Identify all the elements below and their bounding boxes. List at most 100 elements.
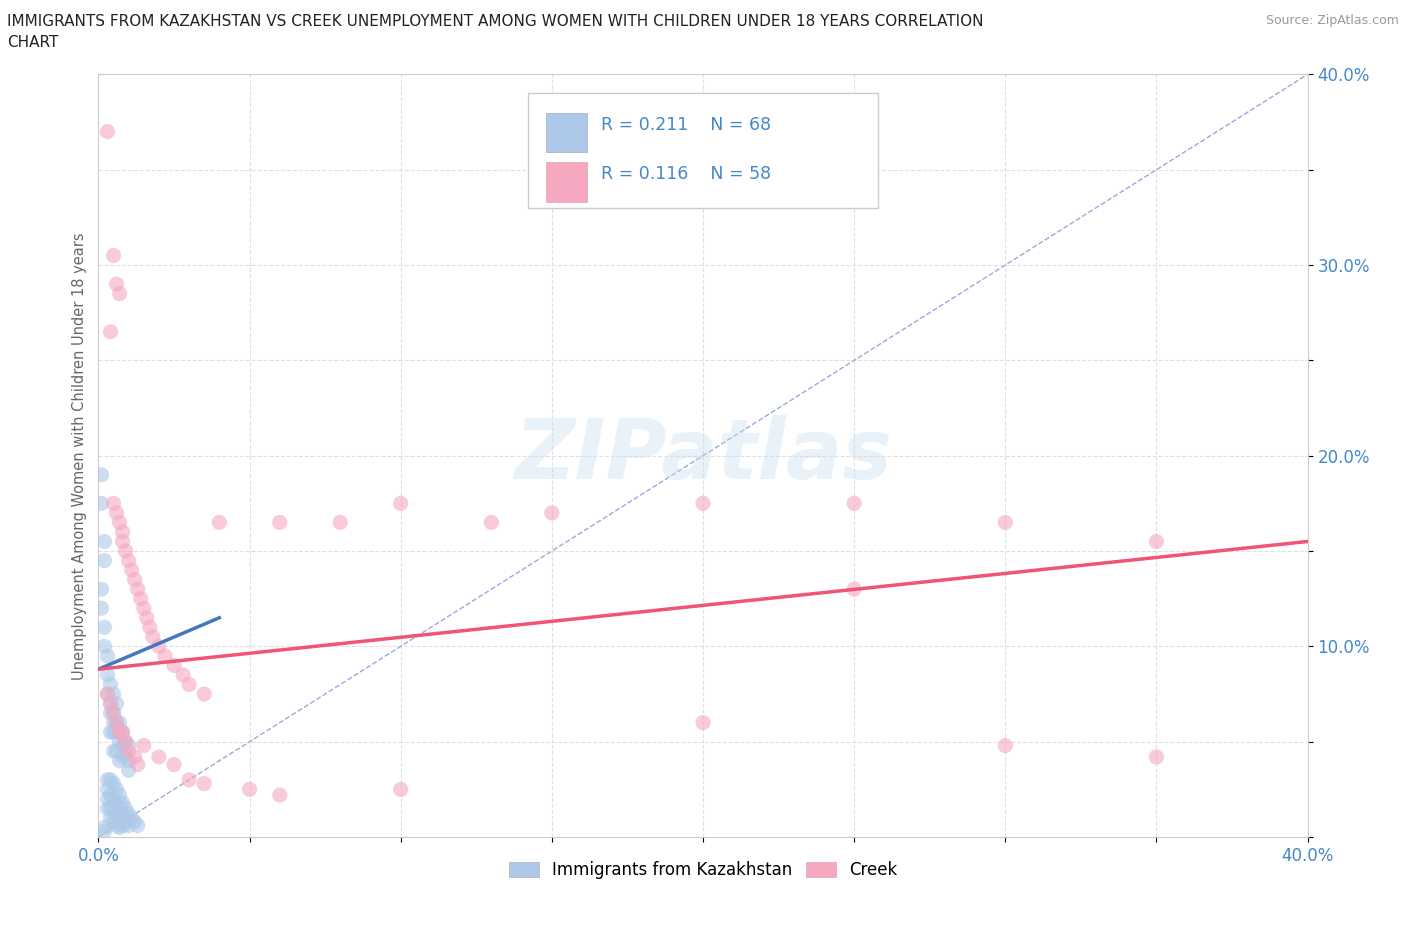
Point bbox=[105, 806, 128, 821]
Point bbox=[208, 515, 231, 530]
Point bbox=[103, 724, 125, 739]
Point bbox=[114, 735, 136, 750]
Point bbox=[93, 824, 115, 839]
Point bbox=[111, 818, 134, 833]
Point bbox=[105, 744, 128, 759]
Point bbox=[132, 738, 155, 753]
FancyBboxPatch shape bbox=[546, 162, 586, 202]
Point bbox=[269, 788, 291, 803]
Point bbox=[389, 782, 412, 797]
Point bbox=[111, 525, 134, 539]
Point bbox=[114, 815, 136, 830]
Point bbox=[118, 738, 141, 753]
Point bbox=[90, 582, 112, 597]
Point bbox=[124, 750, 146, 764]
Point bbox=[118, 806, 141, 821]
Point bbox=[103, 744, 125, 759]
Point bbox=[114, 748, 136, 763]
Point bbox=[111, 724, 134, 739]
Point bbox=[124, 572, 146, 587]
Point bbox=[481, 515, 503, 530]
Point bbox=[105, 715, 128, 730]
Point bbox=[100, 677, 122, 692]
Point bbox=[118, 763, 141, 777]
Point bbox=[96, 648, 118, 663]
Point bbox=[135, 610, 157, 625]
FancyBboxPatch shape bbox=[546, 113, 586, 153]
Point bbox=[193, 777, 215, 791]
Point bbox=[108, 788, 131, 803]
Point bbox=[93, 639, 115, 654]
Point bbox=[93, 820, 115, 835]
Point bbox=[93, 620, 115, 635]
Point bbox=[121, 563, 143, 578]
Point bbox=[1144, 534, 1167, 549]
Point bbox=[100, 724, 122, 739]
Point bbox=[127, 757, 149, 772]
Point bbox=[692, 715, 714, 730]
Point bbox=[108, 801, 131, 816]
Point bbox=[108, 811, 131, 826]
Point bbox=[96, 782, 118, 797]
Point bbox=[96, 668, 118, 683]
Text: R = 0.211    N = 68: R = 0.211 N = 68 bbox=[602, 115, 772, 134]
Point bbox=[105, 277, 128, 292]
Point bbox=[103, 791, 125, 806]
Point bbox=[139, 620, 162, 635]
Point bbox=[127, 818, 149, 833]
Point bbox=[93, 534, 115, 549]
Text: Source: ZipAtlas.com: Source: ZipAtlas.com bbox=[1265, 14, 1399, 27]
Point bbox=[90, 601, 112, 616]
Text: R = 0.116    N = 58: R = 0.116 N = 58 bbox=[602, 166, 772, 183]
Point bbox=[163, 658, 186, 673]
Point bbox=[111, 806, 134, 821]
Point bbox=[108, 820, 131, 835]
Point bbox=[108, 753, 131, 768]
Point bbox=[127, 582, 149, 597]
Point bbox=[389, 496, 412, 511]
Point bbox=[118, 818, 141, 833]
Point bbox=[692, 496, 714, 511]
Point bbox=[96, 686, 118, 701]
Point bbox=[132, 601, 155, 616]
Point bbox=[96, 791, 118, 806]
Point bbox=[90, 467, 112, 482]
Point bbox=[239, 782, 262, 797]
Point bbox=[142, 630, 165, 644]
Point bbox=[105, 715, 128, 730]
Point bbox=[105, 724, 128, 739]
Point bbox=[103, 686, 125, 701]
Point bbox=[1144, 750, 1167, 764]
Point bbox=[111, 795, 134, 810]
Point bbox=[111, 750, 134, 764]
Point bbox=[114, 543, 136, 558]
Point bbox=[844, 582, 866, 597]
Point bbox=[103, 496, 125, 511]
Point bbox=[103, 706, 125, 721]
Text: IMMIGRANTS FROM KAZAKHSTAN VS CREEK UNEMPLOYMENT AMONG WOMEN WITH CHILDREN UNDER: IMMIGRANTS FROM KAZAKHSTAN VS CREEK UNEM… bbox=[7, 14, 984, 29]
Point bbox=[96, 801, 118, 816]
Point bbox=[105, 795, 128, 810]
Point bbox=[100, 325, 122, 339]
Point bbox=[121, 811, 143, 826]
Point bbox=[96, 772, 118, 787]
Point bbox=[96, 686, 118, 701]
Point bbox=[100, 811, 122, 826]
FancyBboxPatch shape bbox=[527, 94, 879, 208]
Point bbox=[103, 715, 125, 730]
Point bbox=[103, 801, 125, 816]
Point bbox=[844, 496, 866, 511]
Point bbox=[108, 515, 131, 530]
Point bbox=[100, 772, 122, 787]
Legend: Immigrants from Kazakhstan, Creek: Immigrants from Kazakhstan, Creek bbox=[502, 855, 904, 886]
Point bbox=[148, 639, 170, 654]
Point bbox=[100, 801, 122, 816]
Point bbox=[118, 753, 141, 768]
Point bbox=[103, 706, 125, 721]
Point bbox=[105, 782, 128, 797]
Point bbox=[994, 738, 1017, 753]
Point bbox=[172, 668, 194, 683]
Text: CHART: CHART bbox=[7, 35, 59, 50]
Point bbox=[114, 801, 136, 816]
Point bbox=[90, 496, 112, 511]
